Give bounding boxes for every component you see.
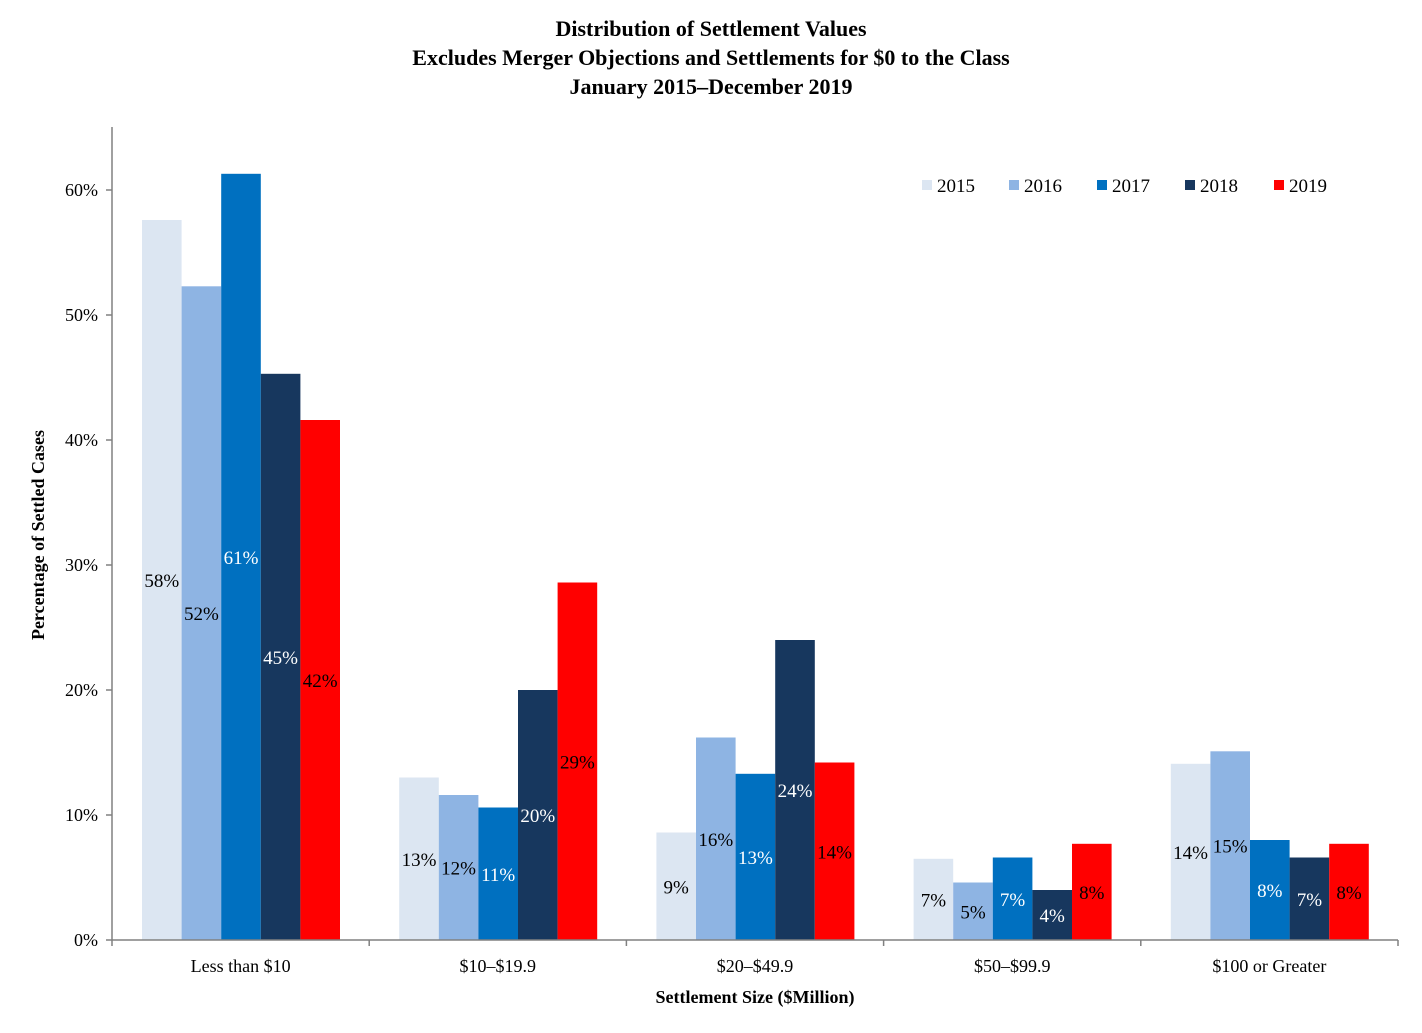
y-axis-title: Percentage of Settled Cases xyxy=(28,430,48,640)
bar-2015-2 xyxy=(656,832,696,940)
data-label-2016-0: 52% xyxy=(184,604,219,625)
data-label-2016-3: 5% xyxy=(960,902,986,923)
data-label-2017-2: 13% xyxy=(738,848,773,869)
axes-group: 0% 10% 20% 30% 40% 50% 60% Less than $10 $10–$19… xyxy=(65,127,1399,976)
legend-label-2019: 2019 xyxy=(1289,176,1327,197)
category-label: Less than $10 xyxy=(191,956,291,976)
legend-label-2015: 2015 xyxy=(937,176,975,197)
data-label-2018-0: 45% xyxy=(263,648,298,669)
bar-2018-2 xyxy=(775,640,815,940)
data-label-2015-0: 58% xyxy=(144,571,179,592)
chart-titles: Distribution of Settlement Values Exclud… xyxy=(0,14,1422,101)
legend-swatch-2015 xyxy=(922,180,932,190)
data-label-2017-4: 8% xyxy=(1257,881,1283,902)
bar-2015-1 xyxy=(399,777,439,940)
data-label-2019-4: 8% xyxy=(1336,883,1362,904)
bar-2018-1 xyxy=(518,690,558,940)
data-label-2015-4: 14% xyxy=(1173,843,1208,864)
data-label-2016-1: 12% xyxy=(441,859,476,880)
bar-2017-3 xyxy=(992,857,1033,940)
bar-2015-4 xyxy=(1170,763,1211,941)
bar-2017-1 xyxy=(478,807,518,940)
data-label-2019-0: 42% xyxy=(303,671,338,692)
bar-2018-3 xyxy=(1032,890,1072,940)
bar-2017-0 xyxy=(221,173,261,941)
data-label-2019-2: 14% xyxy=(817,842,852,863)
legend-swatch-2019 xyxy=(1274,180,1284,190)
legend-swatch-2016 xyxy=(1009,180,1019,190)
y-tick-label: 60% xyxy=(65,180,98,200)
bar-2017-4 xyxy=(1250,840,1290,940)
y-tick-label: 10% xyxy=(65,805,98,825)
y-tick-label: 50% xyxy=(65,305,98,325)
bar-2016-1 xyxy=(438,795,479,940)
data-label-2019-1: 29% xyxy=(560,752,595,773)
bar-2019-3 xyxy=(1072,843,1112,941)
bar-2019-0 xyxy=(300,420,340,940)
data-label-2018-1: 20% xyxy=(520,806,555,827)
category-label: $50–$99.9 xyxy=(974,956,1051,976)
data-label-2016-4: 15% xyxy=(1213,837,1248,858)
chart-title: Distribution of Settlement Values xyxy=(555,16,867,41)
data-label-2017-0: 61% xyxy=(224,548,259,569)
data-label-2017-1: 11% xyxy=(481,865,515,886)
bar-2016-0 xyxy=(181,286,222,941)
bar-2019-1 xyxy=(557,582,598,940)
bar-2016-4 xyxy=(1210,751,1250,941)
data-label-2015-1: 13% xyxy=(402,850,437,871)
legend-label-2017: 2017 xyxy=(1112,176,1150,197)
category-label: $20–$49.9 xyxy=(717,956,794,976)
y-tick-label: 40% xyxy=(65,430,98,450)
bar-2015-3 xyxy=(913,858,954,941)
legend-swatch-2018 xyxy=(1185,180,1195,190)
bar-2015-0 xyxy=(142,220,182,940)
bar-2017-2 xyxy=(735,773,776,941)
data-label-2015-2: 9% xyxy=(664,877,690,898)
y-tick-label: 0% xyxy=(74,930,98,950)
legend-label-2016: 2016 xyxy=(1024,176,1062,197)
legend-swatch-2017 xyxy=(1097,180,1107,190)
bar-2016-2 xyxy=(696,737,736,940)
bar-2016-3 xyxy=(953,882,993,940)
chart-subtitle-dates: January 2015–December 2019 xyxy=(569,74,853,99)
category-label: $100 or Greater xyxy=(1212,956,1326,976)
y-tick-label: 20% xyxy=(65,680,98,700)
y-tick-label: 30% xyxy=(65,555,98,575)
data-label-2018-3: 4% xyxy=(1040,906,1066,927)
bar-2018-4 xyxy=(1289,857,1330,940)
data-label-2018-2: 24% xyxy=(778,781,813,802)
bars-group xyxy=(142,173,1369,941)
x-axis-title: Settlement Size ($Million) xyxy=(656,987,855,1008)
chart-subtitle: Excludes Merger Objections and Settlemen… xyxy=(412,45,1010,70)
data-label-2018-4: 7% xyxy=(1297,890,1323,911)
legend-label-2018: 2018 xyxy=(1200,176,1238,197)
bar-2019-2 xyxy=(814,762,855,940)
data-label-2016-2: 16% xyxy=(698,830,733,851)
bar-2018-0 xyxy=(260,373,301,941)
data-labels-group: 58%52%61%45%42%13% 12% 11%20%29%9%16%13%24… xyxy=(144,548,1361,927)
data-label-2015-3: 7% xyxy=(921,890,947,911)
data-label-2019-3: 8% xyxy=(1079,883,1105,904)
bar-2019-4 xyxy=(1329,843,1369,941)
data-label-2017-3: 7% xyxy=(1000,890,1026,911)
legend: 2015 2016 2017 2018 2019 xyxy=(922,176,1327,197)
category-label: $10–$19.9 xyxy=(460,956,537,976)
